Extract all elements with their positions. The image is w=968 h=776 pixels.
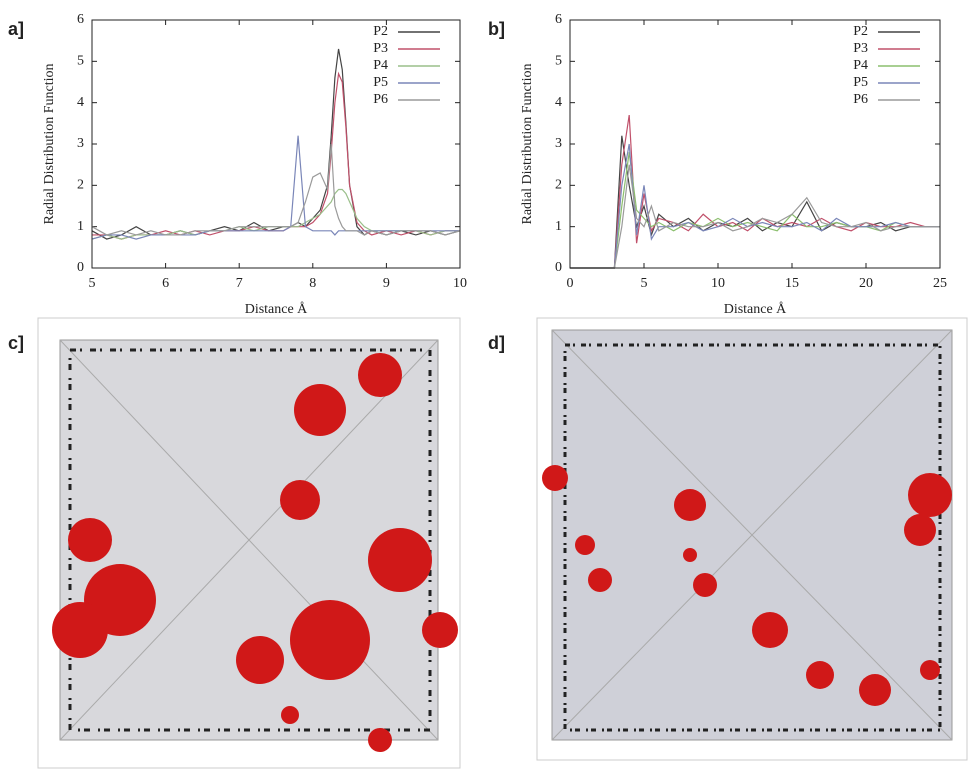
y-tick-label: 4: [555, 95, 562, 110]
y-tick-label: 2: [77, 178, 84, 193]
image-d: [536, 317, 968, 761]
x-tick-label: 15: [785, 276, 799, 291]
legend-label: P5: [853, 75, 868, 90]
y-tick-label: 1: [77, 219, 84, 234]
x-tick-label: 9: [383, 276, 390, 291]
panel-label: a]: [8, 19, 24, 39]
series-line: [570, 152, 940, 269]
plot-frame: [91, 19, 461, 269]
legend-label: P4: [853, 58, 868, 73]
series-line: [570, 164, 940, 269]
y-tick-label: 3: [77, 136, 84, 151]
y-tick-label: 0: [77, 260, 84, 275]
x-axis-label: Distance Å: [245, 301, 308, 317]
x-tick-label: 5: [89, 276, 96, 291]
y-tick-label: 4: [77, 95, 84, 110]
legend-label: P2: [853, 24, 868, 39]
x-tick-label: 10: [453, 276, 467, 291]
legend-label: P6: [373, 92, 388, 107]
x-tick-label: 7: [236, 276, 243, 291]
x-tick-label: 8: [309, 276, 316, 291]
y-tick-label: 6: [555, 12, 562, 27]
x-tick-label: 25: [933, 276, 947, 291]
y-axis-label: Radial Distribution Function: [42, 64, 57, 225]
x-tick-label: 5: [641, 276, 648, 291]
series-line: [570, 114, 940, 269]
legend-label: P2: [373, 24, 388, 39]
legend-label: P4: [373, 58, 388, 73]
x-tick-label: 10: [711, 276, 725, 291]
x-axis-label: Distance Å: [724, 301, 787, 317]
y-tick-label: 2: [555, 178, 562, 193]
series-line: [91, 143, 461, 236]
plot-frame: [569, 19, 941, 269]
series-line: [92, 71, 460, 240]
panel-label: b]: [488, 19, 505, 39]
series-line: [570, 143, 940, 269]
panel-label: c]: [8, 333, 24, 353]
legend-label: P3: [373, 41, 388, 56]
y-tick-label: 0: [555, 260, 562, 275]
y-tick-label: 6: [77, 12, 84, 27]
series-line: [91, 135, 460, 240]
x-tick-label: 0: [567, 276, 574, 291]
legend-label: P3: [853, 41, 868, 56]
x-tick-label: 6: [162, 276, 169, 291]
y-tick-label: 5: [77, 54, 84, 69]
legend-label: P6: [853, 92, 868, 107]
x-tick-label: 20: [859, 276, 873, 291]
legend-label: P5: [373, 75, 388, 90]
image-c: [37, 317, 461, 769]
y-axis-label: Radial Distribution Function: [520, 64, 535, 225]
panel-label: d]: [488, 333, 505, 353]
series-line: [91, 48, 461, 240]
y-tick-label: 5: [555, 54, 562, 69]
series-line: [570, 135, 940, 269]
y-tick-label: 3: [555, 136, 562, 151]
y-tick-label: 1: [555, 219, 562, 234]
